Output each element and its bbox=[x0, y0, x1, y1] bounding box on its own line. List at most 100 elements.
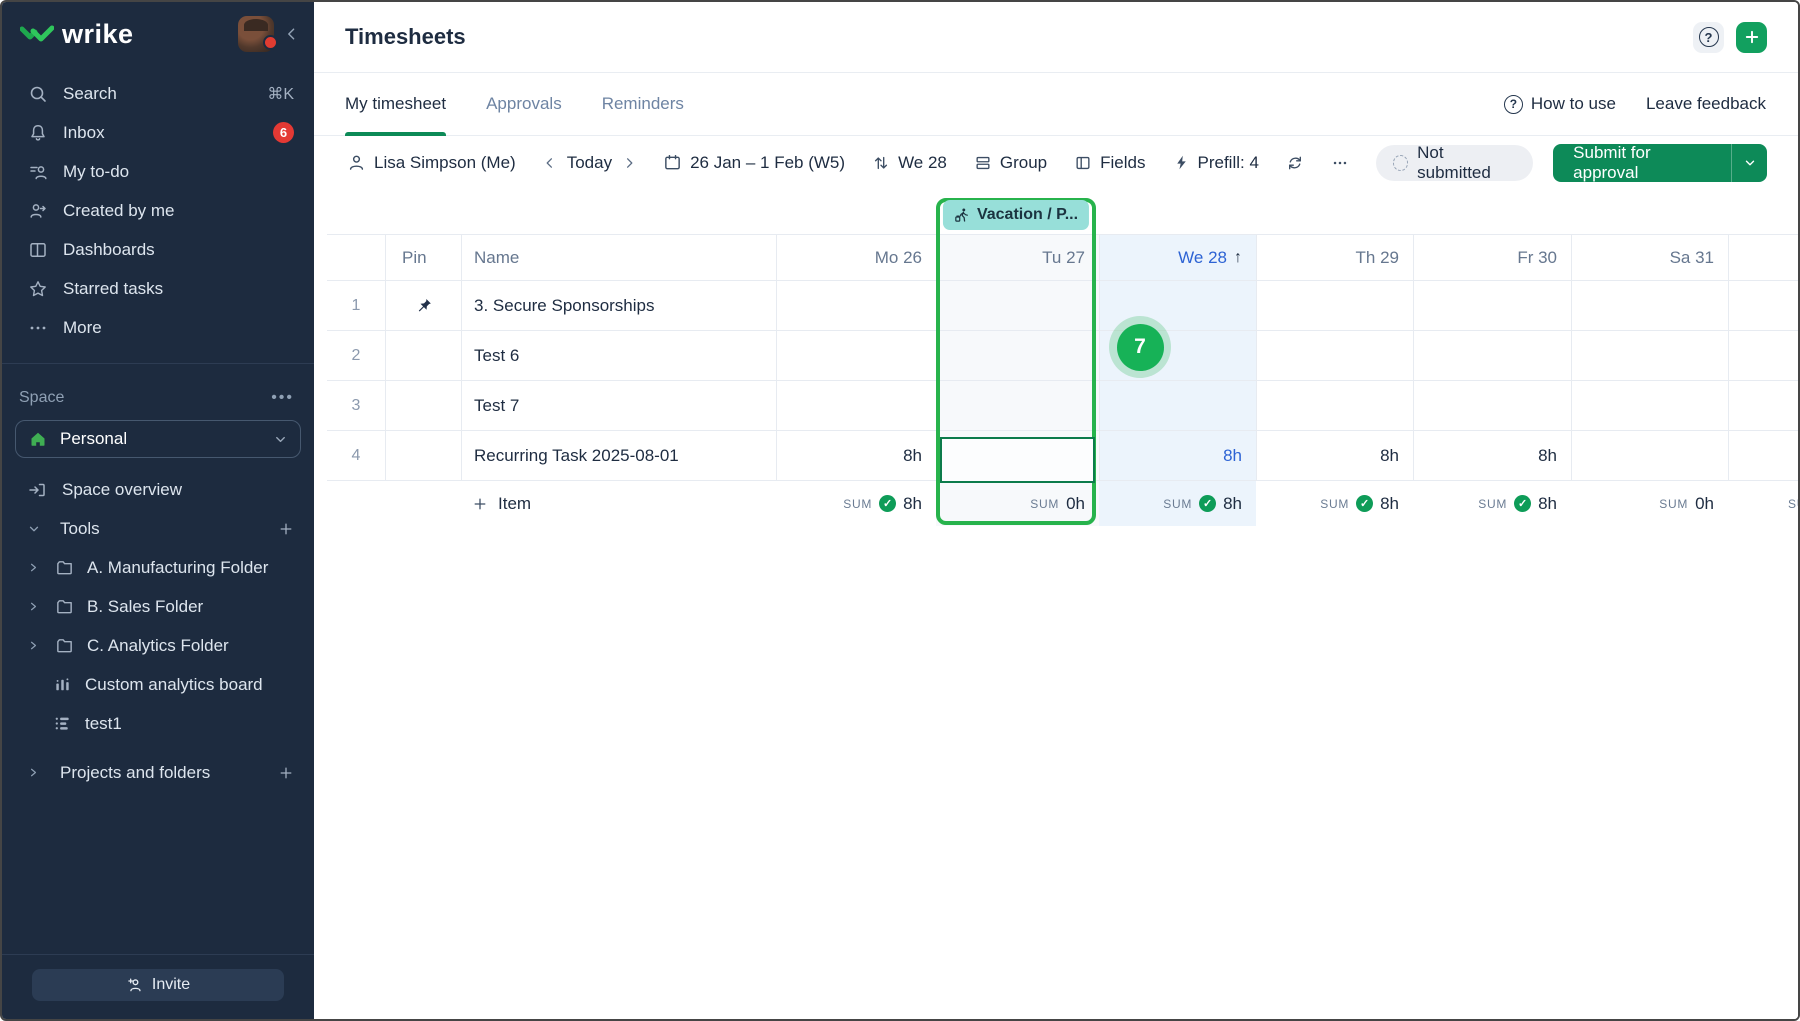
day-column-header-sorted[interactable]: We 28 ↑ bbox=[1099, 234, 1256, 281]
person-icon bbox=[347, 153, 366, 172]
submit-for-approval-button[interactable]: Submit for approval bbox=[1553, 143, 1767, 182]
leave-feedback-link[interactable]: Leave feedback bbox=[1646, 94, 1766, 114]
hours-cell[interactable] bbox=[1256, 381, 1413, 431]
hours-cell[interactable] bbox=[936, 281, 1099, 331]
chevron-right-icon[interactable] bbox=[27, 600, 43, 613]
space-more-icon[interactable]: ••• bbox=[271, 389, 294, 406]
sidebar-item-created-by-me[interactable]: Created by me bbox=[2, 191, 314, 230]
sidebar-folder-item[interactable]: C. Analytics Folder bbox=[2, 626, 314, 665]
add-project-icon[interactable] bbox=[278, 765, 294, 781]
hours-cell[interactable] bbox=[1413, 331, 1571, 381]
sidebar-folder-item[interactable]: A. Manufacturing Folder bbox=[2, 548, 314, 587]
chevron-right-icon[interactable] bbox=[27, 639, 43, 652]
tab-approvals[interactable]: Approvals bbox=[486, 73, 562, 135]
sum-value: 0h bbox=[1695, 493, 1714, 513]
more-options-button[interactable] bbox=[1331, 154, 1349, 172]
avatar[interactable] bbox=[238, 16, 278, 52]
hours-cell[interactable] bbox=[1256, 331, 1413, 381]
projects-and-folders-header[interactable]: Projects and folders bbox=[2, 753, 314, 792]
hours-cell[interactable] bbox=[1256, 281, 1413, 331]
hours-cell[interactable]: 8h bbox=[776, 431, 936, 481]
hours-cell[interactable]: 8h bbox=[1099, 431, 1256, 481]
task-name-cell[interactable]: Test 6 bbox=[461, 331, 776, 381]
tools-group-header[interactable]: Tools bbox=[2, 509, 314, 548]
chevron-right-icon[interactable] bbox=[27, 561, 43, 574]
row-number: 3 bbox=[327, 381, 385, 431]
leave-feedback-label: Leave feedback bbox=[1645, 94, 1766, 113]
selected-cell-outline[interactable] bbox=[940, 437, 1095, 483]
chevron-right-icon[interactable] bbox=[27, 766, 43, 779]
inbox-count-badge: 6 bbox=[273, 122, 294, 143]
prefill-control[interactable]: Prefill: 4 bbox=[1173, 153, 1259, 173]
count-overlay[interactable]: 7 bbox=[1116, 323, 1164, 371]
sidebar-item-my-todo[interactable]: My to-do bbox=[2, 152, 314, 191]
hours-cell[interactable] bbox=[1413, 281, 1571, 331]
hours-cell[interactable] bbox=[1571, 381, 1728, 431]
hours-cell[interactable]: 8h bbox=[1413, 431, 1571, 481]
user-filter[interactable]: Lisa Simpson (Me) bbox=[347, 153, 516, 173]
sidebar-item-search[interactable]: Search ⌘K bbox=[2, 74, 314, 113]
hours-cell[interactable] bbox=[1099, 281, 1256, 331]
create-new-button[interactable] bbox=[1736, 21, 1767, 53]
hours-cell[interactable] bbox=[1571, 431, 1728, 481]
sidebar-board-item[interactable]: Custom analytics board bbox=[2, 665, 314, 704]
sidebar-board-item[interactable]: test1 bbox=[2, 704, 314, 743]
chevron-right-icon[interactable] bbox=[622, 156, 636, 170]
task-name-cell[interactable]: Recurring Task 2025-08-01 bbox=[461, 431, 776, 481]
hours-cell[interactable] bbox=[936, 331, 1099, 381]
hours-cell[interactable] bbox=[1571, 281, 1728, 331]
invite-button[interactable]: Invite bbox=[32, 969, 284, 1001]
space-selector[interactable]: Personal bbox=[15, 420, 301, 458]
sidebar-folder-item[interactable]: B. Sales Folder bbox=[2, 587, 314, 626]
how-to-use-link[interactable]: ? How to use bbox=[1503, 94, 1616, 114]
task-name-cell[interactable]: Test 7 bbox=[461, 381, 776, 431]
board-label: Custom analytics board bbox=[85, 674, 263, 694]
sum-cell: SUM 8h bbox=[1099, 481, 1256, 526]
hours-cell[interactable] bbox=[936, 381, 1099, 431]
space-overview-item[interactable]: Space overview bbox=[2, 470, 314, 509]
status-badge[interactable]: Not submitted bbox=[1375, 143, 1534, 182]
chevron-down-icon[interactable] bbox=[1731, 143, 1767, 182]
day-column-header[interactable]: Th 29 bbox=[1256, 234, 1413, 281]
task-name-cell[interactable]: 3. Secure Sponsorships bbox=[461, 281, 776, 331]
hours-cell[interactable] bbox=[776, 331, 936, 381]
hours-cell[interactable] bbox=[1099, 381, 1256, 431]
add-item-button[interactable]: Item bbox=[327, 481, 776, 526]
day-column-header[interactable]: Tu 27 bbox=[936, 234, 1099, 281]
name-column-header[interactable]: Name bbox=[461, 234, 776, 281]
refresh-button[interactable] bbox=[1286, 154, 1304, 172]
hours-cell[interactable] bbox=[776, 281, 936, 331]
pin-column-header[interactable]: Pin bbox=[385, 234, 461, 281]
sidebar-item-dashboards[interactable]: Dashboards bbox=[2, 230, 314, 269]
vacation-badge[interactable]: Vacation / P... bbox=[942, 200, 1090, 230]
day-column-header[interactable]: Sa 31 bbox=[1571, 234, 1728, 281]
hours-cell[interactable]: 8h bbox=[1256, 431, 1413, 481]
sidebar-collapse-icon[interactable] bbox=[284, 26, 300, 42]
row-number-header bbox=[327, 234, 385, 281]
hours-cell[interactable] bbox=[1571, 331, 1728, 381]
pin-cell[interactable] bbox=[385, 281, 461, 331]
pin-cell[interactable] bbox=[385, 381, 461, 431]
day-column-header[interactable]: Mo 26 bbox=[776, 234, 936, 281]
sum-label: SUM bbox=[1320, 496, 1350, 511]
group-control[interactable]: Group bbox=[974, 153, 1047, 173]
search-icon bbox=[27, 83, 48, 104]
sort-control[interactable]: We 28 bbox=[872, 153, 947, 173]
pin-cell[interactable] bbox=[385, 431, 461, 481]
add-tool-icon[interactable] bbox=[278, 521, 294, 537]
day-column-header[interactable]: Fr 30 bbox=[1413, 234, 1571, 281]
hours-cell[interactable] bbox=[776, 381, 936, 431]
tab-my-timesheet[interactable]: My timesheet bbox=[345, 73, 447, 136]
help-button[interactable]: ? bbox=[1693, 21, 1724, 53]
fields-control[interactable]: Fields bbox=[1074, 153, 1146, 173]
today-button[interactable]: Today bbox=[566, 152, 613, 172]
sidebar-item-more[interactable]: More bbox=[2, 308, 314, 347]
tab-reminders[interactable]: Reminders bbox=[602, 73, 684, 135]
sidebar-item-starred-tasks[interactable]: Starred tasks bbox=[2, 269, 314, 308]
hours-cell[interactable] bbox=[1413, 381, 1571, 431]
chevron-left-icon[interactable] bbox=[543, 156, 557, 170]
pin-cell[interactable] bbox=[385, 331, 461, 381]
sidebar-item-inbox[interactable]: Inbox 6 bbox=[2, 113, 314, 152]
sum-cell: SUM 0h bbox=[936, 481, 1099, 526]
date-range-picker[interactable]: 26 Jan – 1 Feb (W5) bbox=[663, 153, 845, 173]
